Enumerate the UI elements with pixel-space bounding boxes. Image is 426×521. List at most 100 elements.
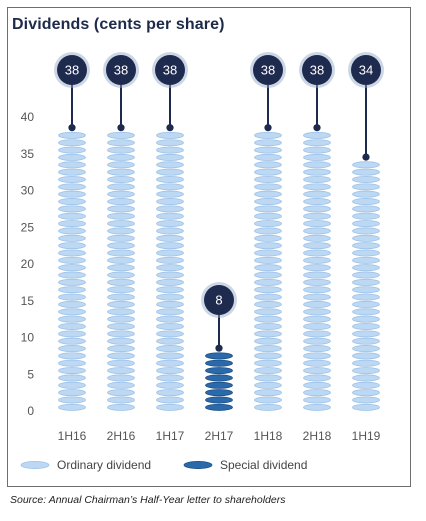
coin xyxy=(156,374,184,382)
coin xyxy=(107,337,135,345)
y-tick-label: 40 xyxy=(21,110,35,124)
coin xyxy=(58,337,86,345)
coin xyxy=(303,256,331,264)
coin xyxy=(254,234,282,242)
coin xyxy=(352,278,380,286)
coin xyxy=(303,322,331,330)
coin xyxy=(107,264,135,272)
coin xyxy=(58,322,86,330)
chart-frame xyxy=(7,7,411,487)
x-tick-label: 1H17 xyxy=(156,429,185,443)
coin xyxy=(107,220,135,228)
y-tick-label: 10 xyxy=(21,331,35,345)
coin xyxy=(254,403,282,411)
coin xyxy=(303,198,331,206)
coin xyxy=(107,146,135,154)
coin xyxy=(254,212,282,220)
coin xyxy=(254,396,282,404)
coin xyxy=(352,389,380,397)
coin xyxy=(303,190,331,198)
coin xyxy=(156,234,184,242)
coin xyxy=(254,139,282,147)
coin xyxy=(107,322,135,330)
coin xyxy=(303,249,331,257)
legend-item: Ordinary dividend xyxy=(20,458,151,472)
coin xyxy=(352,271,380,279)
coin xyxy=(58,389,86,397)
coin xyxy=(156,315,184,323)
coin xyxy=(352,227,380,235)
coin xyxy=(303,271,331,279)
coin xyxy=(156,153,184,161)
coin xyxy=(303,220,331,228)
coin xyxy=(107,278,135,286)
x-tick-label: 2H17 xyxy=(205,429,234,443)
coin xyxy=(58,315,86,323)
coin xyxy=(156,198,184,206)
coin xyxy=(107,286,135,294)
coin xyxy=(254,131,282,139)
coin xyxy=(156,175,184,183)
bubble-pointer-dot xyxy=(117,124,125,132)
coin xyxy=(107,308,135,316)
coin xyxy=(107,389,135,397)
value-bubble-label: 38 xyxy=(114,63,128,78)
coin xyxy=(254,286,282,294)
special-value-bubble-label: 8 xyxy=(215,293,222,308)
coin xyxy=(254,146,282,154)
coin xyxy=(352,293,380,301)
coin xyxy=(254,293,282,301)
coin xyxy=(303,139,331,147)
value-bubble-label: 38 xyxy=(65,63,79,78)
coin xyxy=(156,300,184,308)
coin xyxy=(58,345,86,353)
coin xyxy=(58,374,86,382)
coin xyxy=(254,322,282,330)
coin xyxy=(254,220,282,228)
coin xyxy=(156,352,184,360)
special-dividend-stack xyxy=(205,352,233,411)
value-bubble-label: 38 xyxy=(163,63,177,78)
coin xyxy=(205,374,233,382)
ordinary-dividend-stack xyxy=(352,161,380,411)
coin xyxy=(156,337,184,345)
coin xyxy=(156,256,184,264)
coin xyxy=(58,242,86,250)
coin xyxy=(58,212,86,220)
coin xyxy=(58,352,86,360)
coin xyxy=(254,352,282,360)
y-axis: 0 5 10 15 20 25 30 35 40 xyxy=(21,110,35,418)
coin xyxy=(107,256,135,264)
coin xyxy=(254,389,282,397)
coin xyxy=(303,293,331,301)
coin xyxy=(352,249,380,257)
coin xyxy=(205,359,233,367)
coin xyxy=(352,175,380,183)
coin xyxy=(254,190,282,198)
coin xyxy=(58,293,86,301)
coin xyxy=(107,139,135,147)
coin xyxy=(58,308,86,316)
coin-stacks xyxy=(58,131,380,411)
coin xyxy=(254,183,282,191)
bubble-pointer-dot xyxy=(313,124,321,132)
coin xyxy=(352,300,380,308)
coin xyxy=(254,264,282,272)
ordinary-dividend-stack xyxy=(303,131,331,411)
coin xyxy=(107,403,135,411)
coin xyxy=(58,249,86,257)
coin xyxy=(58,234,86,242)
coin xyxy=(303,227,331,235)
coin xyxy=(303,234,331,242)
coin xyxy=(352,220,380,228)
ordinary-dividend-stack xyxy=(254,131,282,411)
value-bubble-label: 38 xyxy=(310,63,324,78)
coin xyxy=(254,175,282,183)
coin xyxy=(303,352,331,360)
coin xyxy=(156,161,184,169)
coin xyxy=(352,308,380,316)
bubble-pointer-dot xyxy=(362,153,370,161)
coin xyxy=(156,271,184,279)
coin xyxy=(303,345,331,353)
